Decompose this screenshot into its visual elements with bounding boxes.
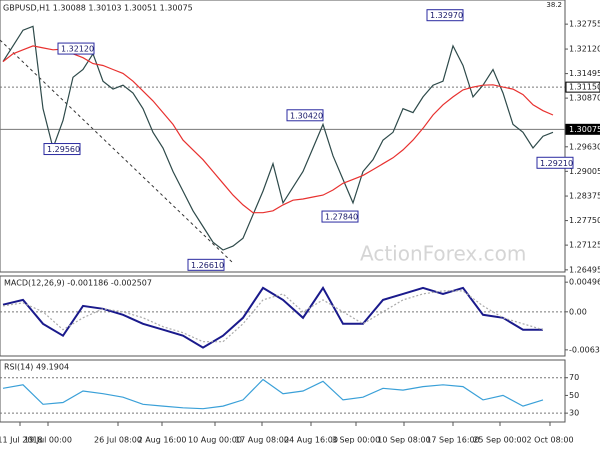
y-tick-label: 70 [569, 373, 579, 382]
annotation-box [286, 109, 324, 122]
annotation: 1.29560 [47, 145, 80, 154]
y-tick-label: 1.27750 [569, 216, 600, 225]
x-tick-label: 26 Jul 08:00 [94, 436, 142, 445]
x-tick-label: 2 Oct 08:00 [526, 436, 573, 445]
y-tick-label: 1.32120 [569, 45, 600, 54]
x-tick-label: 10 Sep 08:00 [377, 436, 430, 445]
y-tick-label: 1.30870 [569, 94, 600, 103]
y-tick-label: 1.27125 [569, 241, 600, 250]
y-tick-label: 1.30075 [569, 125, 600, 134]
annotation: 1.26610 [191, 261, 224, 270]
series-line [2, 25, 554, 251]
price-panel [0, 0, 566, 273]
annotation-box [321, 210, 359, 223]
x-tick-label: 17 Sep 16:00 [426, 436, 479, 445]
annotation: 1.29210 [540, 159, 573, 168]
annotation-box [57, 42, 95, 55]
y-tick-label: 50 [569, 391, 579, 400]
y-tick-label: 30 [569, 409, 579, 418]
tick-box [565, 81, 600, 93]
series-line [2, 290, 544, 343]
x-tick-label: 3 Sep 00:00 [332, 436, 380, 445]
y-tick-label: 1.32755 [569, 20, 600, 29]
x-tick-label: 10 Aug 00:00 [188, 436, 242, 445]
series-line [2, 378, 544, 410]
x-tick-label: 25 Sep 00:00 [473, 436, 526, 445]
macd-panel [0, 275, 566, 357]
y-tick-label: 1.31495 [569, 69, 600, 78]
x-tick-label: 19 Jul 00:00 [24, 436, 72, 445]
series-line [2, 45, 554, 214]
y-tick-label: 1.29005 [569, 167, 600, 176]
x-tick-label: 24 Aug 16:00 [284, 436, 338, 445]
watermark: ActionForex.com [360, 242, 526, 266]
annotation: 1.32970 [430, 11, 463, 20]
annotation: 1.30420 [290, 111, 323, 120]
y-tick-label: 0.00 [569, 307, 587, 316]
annotation-box [426, 9, 464, 22]
header: GBPUSD,H1 1.30088 1.30103 1.30051 1.3007… [3, 4, 193, 13]
y-tick-label: 1.28375 [569, 192, 600, 201]
y-tick-label: 1.29630 [569, 142, 600, 151]
annotation-box [536, 156, 574, 169]
y-tick-label: 1.31150 [569, 83, 600, 92]
y-tick-label: 0.004968 [569, 278, 600, 287]
x-tick-label: 17 Aug 08:00 [235, 436, 289, 445]
panel-title: RSI(14) 49.1904 [4, 363, 69, 372]
x-tick-label: 2 Aug 16:00 [138, 436, 187, 445]
y-tick-label: 1.26495 [569, 265, 600, 274]
annotation-box [43, 143, 81, 156]
annotation: 1.32120 [61, 45, 94, 54]
tick-box [565, 123, 600, 135]
rsi-panel [0, 359, 566, 423]
panel-title: MACD(12,26,9) -0.001186 -0.002507 [4, 279, 152, 288]
corner-note: 38.2 [546, 1, 562, 9]
x-tick-label: 11 Jul 2018 [0, 436, 43, 445]
annotation: 1.27840 [325, 213, 358, 222]
y-tick-label: -0.006372 [569, 345, 600, 354]
annotation-box [187, 258, 225, 271]
